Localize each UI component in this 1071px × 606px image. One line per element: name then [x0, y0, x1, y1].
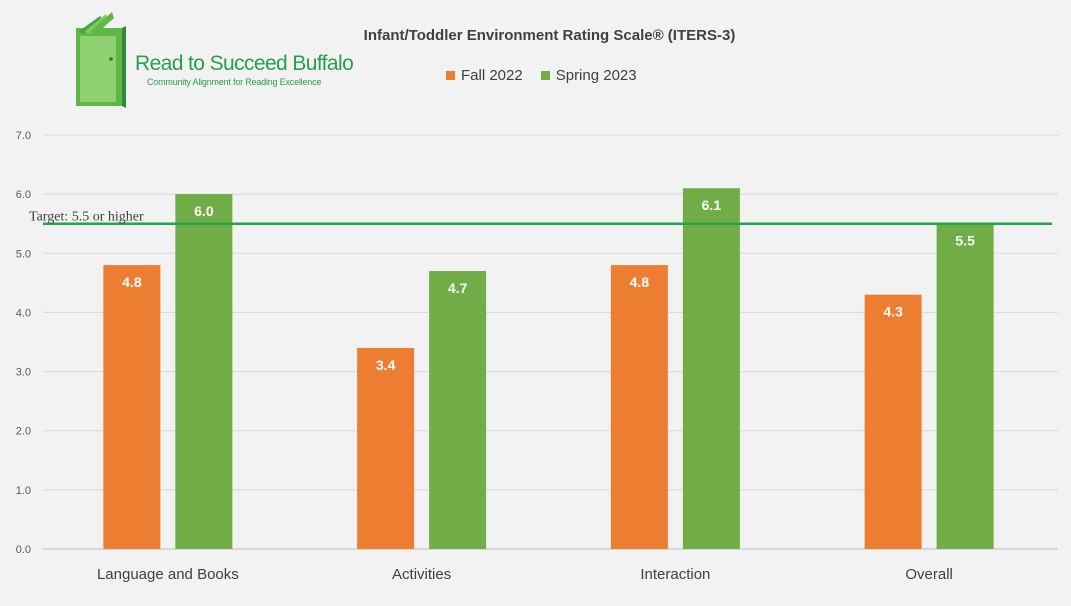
data-label: 4.7: [448, 280, 468, 296]
data-label: 4.8: [630, 274, 650, 290]
legend-swatch-spring-2023: [540, 71, 550, 80]
y-tick-label: 1.0: [16, 485, 31, 497]
legend-swatch-fall-2022: [446, 71, 455, 80]
legend-label-fall-2022: Fall 2022: [461, 67, 523, 84]
chart-title: Infant/Toddler Environment Rating Scale®…: [363, 27, 736, 44]
target-label: Target: 5.5 or higher: [29, 210, 144, 225]
bar: [682, 188, 740, 549]
data-label: 4.3: [883, 304, 903, 320]
legend: Fall 2022 Spring 2023: [446, 67, 637, 84]
data-label: 6.0: [194, 203, 214, 219]
y-tick-label: 3.0: [16, 367, 31, 379]
data-label: 5.5: [955, 233, 975, 249]
book-icon: [76, 12, 126, 108]
bar: [175, 194, 233, 549]
bar: [429, 271, 487, 549]
y-tick-label: 2.0: [16, 426, 31, 438]
bar: [103, 265, 161, 549]
legend-item-fall-2022: Fall 2022: [446, 67, 523, 84]
y-tick-label: 6.0: [16, 189, 31, 201]
x-tick-label: Overall: [905, 566, 953, 583]
bar: [610, 265, 668, 549]
x-tick-label: Activities: [392, 566, 451, 583]
data-label: 3.4: [376, 357, 396, 373]
legend-item-spring-2023: Spring 2023: [540, 67, 637, 84]
bar: [936, 223, 994, 549]
logo: Read to Succeed Buffalo Community Alignm…: [74, 12, 354, 110]
legend-label-spring-2023: Spring 2023: [555, 67, 637, 84]
logo-name: Read to Succeed Buffalo: [135, 52, 354, 75]
data-label: 4.8: [122, 274, 142, 290]
data-label: 6.1: [702, 197, 722, 213]
y-tick-label: 4.0: [16, 307, 31, 319]
y-tick-label: 7.0: [16, 130, 31, 142]
x-tick-label: Interaction: [640, 566, 710, 583]
bar: [357, 347, 415, 549]
logo-tagline: Community Alignment for Reading Excellen…: [147, 77, 322, 87]
y-tick-label: 0.0: [16, 544, 31, 556]
y-tick-label: 5.0: [16, 248, 31, 260]
x-tick-label: Language and Books: [97, 566, 239, 583]
bar: [864, 294, 922, 549]
